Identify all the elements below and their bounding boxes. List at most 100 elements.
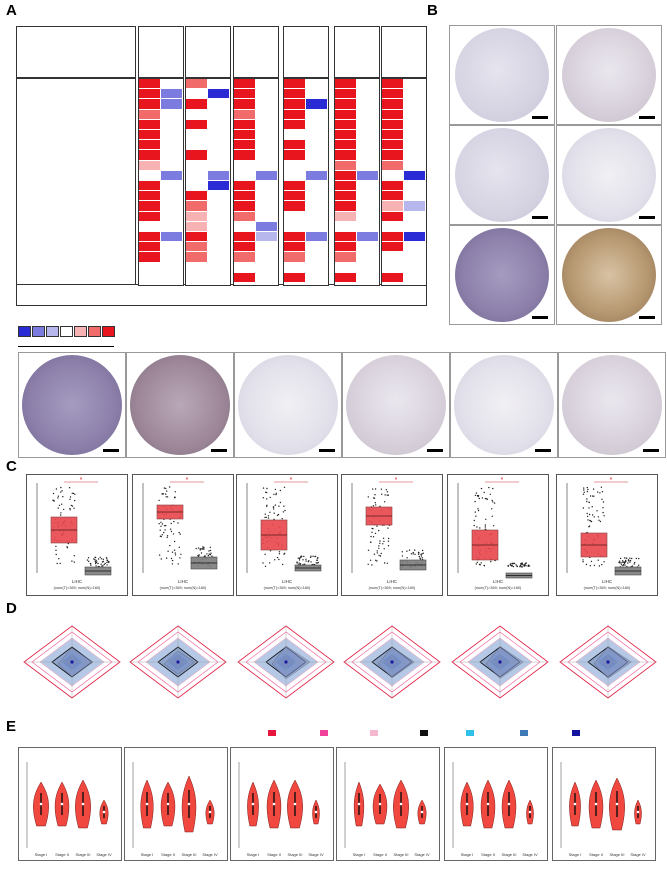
heatmap-cell [234, 232, 255, 242]
normal-point [310, 555, 312, 557]
tumor-point [376, 550, 378, 552]
normal-point [521, 566, 523, 568]
tumor-point [180, 553, 182, 555]
tumor-point [169, 486, 171, 488]
normal-point [507, 565, 510, 567]
normal-point [406, 550, 408, 552]
heatmap-cell [335, 119, 356, 129]
tumor-point [57, 497, 59, 499]
violin-frame: Stage I Stage II Stage III Stage IV [124, 747, 228, 861]
scale-bar [319, 449, 335, 452]
tumor-point [266, 505, 268, 508]
stage-label: Stage IV [96, 852, 112, 857]
tumor-point [381, 493, 383, 495]
normal-point [512, 562, 514, 565]
tumor-point [591, 506, 593, 508]
violin-median [39, 802, 43, 806]
normal-point [638, 564, 640, 566]
heatmap-cell [382, 79, 403, 89]
normal-point [90, 564, 92, 566]
normal-point [96, 561, 98, 563]
boxplot-frame: * LIHC (num(T)=369; num(N)=160) [341, 474, 443, 596]
heatmap-cell [306, 232, 327, 242]
tumor-point [284, 509, 286, 512]
radar-center [284, 660, 288, 664]
heatmap-cell [382, 272, 403, 282]
heatmap-cell [284, 109, 305, 119]
tumor-point [380, 488, 383, 490]
tumor-point [379, 540, 381, 542]
tumor-point [474, 511, 476, 513]
tumor-point [165, 496, 167, 498]
x-axis-sublabel: (num(T)=369; num(N)=160) [475, 586, 522, 590]
normal-point [509, 563, 512, 565]
x-axis-label: LIHC [493, 579, 504, 584]
violin-median [615, 802, 619, 806]
tumor-point [478, 563, 481, 566]
ihc-bottom-image [234, 352, 342, 458]
tumor-point [586, 500, 588, 503]
normal-point [412, 551, 414, 554]
tumor-point [269, 550, 272, 552]
tumor-point [478, 497, 480, 500]
tumor-point [282, 511, 284, 513]
stage-label: Stage I [141, 852, 154, 857]
heatmap-cell [234, 201, 255, 211]
normal-point [627, 562, 629, 564]
heatmap-cell [186, 242, 207, 252]
tissue-core [562, 355, 662, 455]
tumor-point [371, 564, 373, 566]
stage-label: Stage III [182, 852, 197, 857]
normal-point [620, 562, 622, 564]
normal-point [406, 557, 408, 559]
heatmap-cell [284, 79, 305, 89]
radar-center [176, 660, 180, 664]
normal-point [310, 561, 312, 563]
normal-point [412, 553, 414, 555]
normal-point [422, 552, 424, 554]
boxplot-frame: * LIHC (num(T)=369; num(N)=160) [556, 474, 658, 596]
tumor-point [601, 498, 603, 500]
stage-label: Stage II [589, 852, 603, 857]
tumor-point [378, 547, 380, 549]
tissue-core [562, 128, 656, 222]
heatmap-cell [335, 79, 356, 89]
heatmap-cell [139, 140, 160, 150]
tumor-point [480, 487, 483, 490]
normal-point [99, 556, 101, 558]
tumor-point [586, 490, 589, 493]
scale-bar [103, 449, 119, 452]
tumor-point [171, 551, 174, 553]
scale-bar [532, 116, 548, 119]
boxplot-svg: * LIHC (num(T)=369; num(N)=160) [457, 477, 533, 590]
tumor-point [588, 507, 590, 509]
tumor-point [379, 505, 381, 507]
significance-star: * [501, 477, 504, 484]
violin-svg: Stage I Stage II Stage III Stage IV [560, 762, 646, 857]
tumor-point [589, 565, 591, 567]
ihc-bottom-image [126, 352, 234, 458]
normal-point [94, 556, 97, 559]
tumor-point [488, 486, 490, 489]
stage-label: Stage II [481, 852, 495, 857]
heatmap-cell [186, 79, 207, 89]
heatmap-cell [139, 242, 160, 252]
tumor-point [166, 490, 168, 492]
legend-swatch [320, 730, 328, 737]
heatmap-cell [335, 201, 356, 211]
tumor-point [69, 507, 71, 510]
heatmap-cell [234, 252, 255, 262]
tumor-point [376, 552, 378, 554]
radar-svg [559, 625, 657, 699]
tumor-point [586, 498, 588, 500]
heatmap-cell [335, 140, 356, 150]
normal-point [629, 557, 631, 559]
tumor-point [475, 563, 477, 565]
normal-point [305, 558, 307, 560]
tumor-point [387, 527, 389, 529]
normal-point [414, 553, 416, 555]
normal-point [93, 558, 95, 560]
normal-point [209, 554, 212, 556]
violin-frame: Stage I Stage II Stage III Stage IV [18, 747, 122, 861]
ihc-bottom-image [18, 352, 126, 458]
